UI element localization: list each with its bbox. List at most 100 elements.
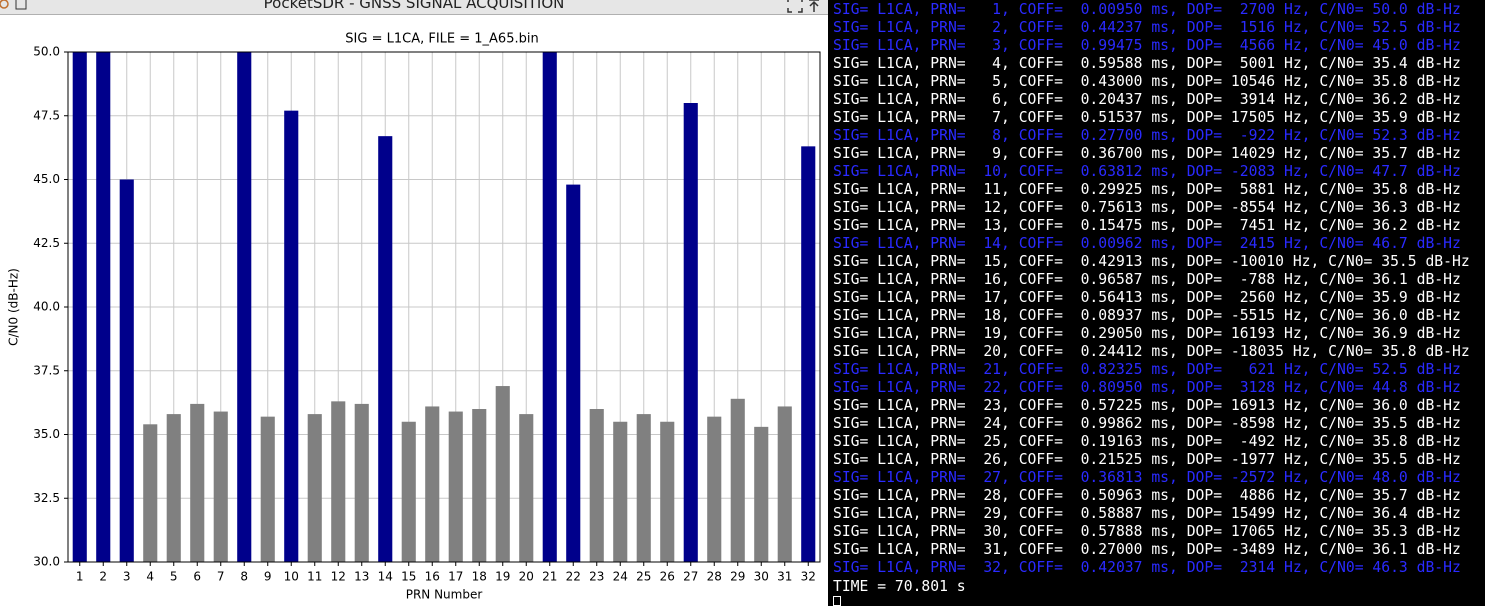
chart: SIG = L1CA, FILE = 1_A65.bin PRN Number …: [7, 32, 821, 602]
x-tick-label: 5: [170, 570, 178, 584]
terminal-line: SIG= L1CA, PRN= 3, COFF= 0.99475 ms, DOP…: [833, 37, 1461, 54]
bar: [730, 398, 745, 562]
x-tick-label: 30: [754, 570, 769, 584]
bar: [354, 403, 369, 562]
terminal-line: SIG= L1CA, PRN= 25, COFF= 0.19163 ms, DO…: [833, 433, 1461, 450]
x-tick-label: 15: [401, 570, 416, 584]
terminal-line: SIG= L1CA, PRN= 23, COFF= 0.57225 ms, DO…: [833, 397, 1461, 414]
terminal-line: SIG= L1CA, PRN= 22, COFF= 0.80950 ms, DO…: [833, 379, 1461, 396]
terminal-line: SIG= L1CA, PRN= 15, COFF= 0.42913 ms, DO…: [833, 253, 1470, 270]
terminal-line: SIG= L1CA, PRN= 9, COFF= 0.36700 ms, DOP…: [833, 145, 1461, 162]
y-tick-label: 50.0: [33, 45, 60, 59]
terminal-line: SIG= L1CA, PRN= 13, COFF= 0.15475 ms, DO…: [833, 217, 1461, 234]
y-axis-label: C/N0 (dB-Hz): [7, 268, 21, 346]
y-tick-label: 32.5: [33, 491, 60, 505]
terminal-line: SIG= L1CA, PRN= 19, COFF= 0.29050 ms, DO…: [833, 325, 1461, 342]
cursor: [833, 596, 841, 606]
bar: [777, 406, 792, 562]
terminal-line: SIG= L1CA, PRN= 7, COFF= 0.51537 ms, DOP…: [833, 109, 1461, 126]
y-tick-label: 37.5: [33, 363, 60, 377]
x-tick-label: 31: [777, 570, 792, 584]
terminal-line: SIG= L1CA, PRN= 20, COFF= 0.24412 ms, DO…: [833, 343, 1470, 360]
bar: [237, 52, 252, 562]
y-tick-label: 40.0: [33, 300, 60, 314]
bar: [589, 409, 604, 562]
terminal-line: SIG= L1CA, PRN= 14, COFF= 0.00962 ms, DO…: [833, 235, 1461, 252]
terminal-line: SIG= L1CA, PRN= 4, COFF= 0.59588 ms, DOP…: [833, 55, 1461, 72]
terminal-line: SIG= L1CA, PRN= 10, COFF= 0.63812 ms, DO…: [833, 163, 1461, 180]
window-controls[interactable]: [784, 0, 824, 14]
x-tick-label: 12: [331, 570, 346, 584]
terminal-footer: TIME = 70.801 s: [833, 578, 966, 595]
terminal-line: SIG= L1CA, PRN= 29, COFF= 0.58887 ms, DO…: [833, 505, 1461, 522]
terminal-line: SIG= L1CA, PRN= 27, COFF= 0.36813 ms, DO…: [833, 469, 1461, 486]
terminal-line: SIG= L1CA, PRN= 26, COFF= 0.21525 ms, DO…: [833, 451, 1461, 468]
terminal-line: SIG= L1CA, PRN= 8, COFF= 0.27700 ms, DOP…: [833, 127, 1461, 144]
terminal-line: SIG= L1CA, PRN= 31, COFF= 0.27000 ms, DO…: [833, 541, 1461, 558]
x-tick-label: 9: [264, 570, 272, 584]
bar: [190, 403, 205, 562]
terminal-line: SIG= L1CA, PRN= 5, COFF= 0.43000 ms, DOP…: [833, 73, 1461, 90]
bar: [213, 411, 228, 562]
x-tick-label: 32: [801, 570, 816, 584]
y-tick-label: 35.0: [33, 427, 60, 441]
x-tick-label: 13: [354, 570, 369, 584]
terminal: SIG= L1CA, PRN= 1, COFF= 0.00950 ms, DOP…: [830, 0, 1485, 606]
bar: [495, 386, 510, 562]
x-tick-label: 28: [707, 570, 722, 584]
y-tick-label: 30.0: [33, 555, 60, 569]
x-tick-label: 4: [146, 570, 154, 584]
bar: [519, 414, 534, 562]
title-bar: PocketSDR - GNSS SIGNAL ACQUISITION: [0, 0, 828, 15]
terminal-line: SIG= L1CA, PRN= 18, COFF= 0.08937 ms, DO…: [833, 307, 1461, 324]
x-tick-label: 19: [495, 570, 510, 584]
x-tick-label: 21: [542, 570, 557, 584]
bar: [542, 52, 557, 562]
x-tick-label: 25: [636, 570, 651, 584]
x-tick-label: 1: [76, 570, 84, 584]
y-tick-label: 42.5: [33, 236, 60, 250]
bar: [707, 416, 722, 562]
bar: [284, 110, 299, 562]
terminal-line: SIG= L1CA, PRN= 16, COFF= 0.96587 ms, DO…: [833, 271, 1461, 288]
x-tick-label: 24: [613, 570, 628, 584]
terminal-line: SIG= L1CA, PRN= 2, COFF= 0.44237 ms, DOP…: [833, 19, 1461, 36]
x-tick-label: 3: [123, 570, 131, 584]
bar: [401, 421, 416, 562]
terminal-line: SIG= L1CA, PRN= 11, COFF= 0.29925 ms, DO…: [833, 181, 1461, 198]
bar: [566, 184, 581, 562]
x-tick-label: 22: [566, 570, 581, 584]
bar: [307, 414, 322, 562]
chart-title: SIG = L1CA, FILE = 1_A65.bin: [345, 32, 538, 47]
terminal-line: SIG= L1CA, PRN= 17, COFF= 0.56413 ms, DO…: [833, 289, 1461, 306]
window-title: PocketSDR - GNSS SIGNAL ACQUISITION: [263, 0, 565, 12]
bar: [260, 416, 275, 562]
x-tick-label: 14: [378, 570, 393, 584]
terminal-line: SIG= L1CA, PRN= 12, COFF= 0.75613 ms, DO…: [833, 199, 1461, 216]
x-tick-label: 10: [284, 570, 299, 584]
terminal-line: SIG= L1CA, PRN= 32, COFF= 0.42037 ms, DO…: [833, 559, 1461, 576]
x-tick-label: 11: [307, 570, 322, 584]
bar: [166, 414, 181, 562]
window-icons: [0, 0, 27, 10]
x-tick-label: 7: [217, 570, 225, 584]
x-tick-label: 29: [730, 570, 745, 584]
x-tick-label: 8: [240, 570, 248, 584]
x-tick-label: 26: [660, 570, 675, 584]
bar: [801, 146, 816, 562]
bar: [448, 411, 463, 562]
x-tick-label: 2: [99, 570, 107, 584]
bar: [425, 406, 440, 562]
bar: [754, 426, 769, 562]
x-tick-label: 23: [589, 570, 604, 584]
x-axis-label: PRN Number: [406, 588, 483, 602]
bar: [613, 421, 628, 562]
x-tick-label: 27: [683, 570, 698, 584]
terminal-line: SIG= L1CA, PRN= 6, COFF= 0.20437 ms, DOP…: [833, 91, 1461, 108]
acquisition-window: PocketSDR - GNSS SIGNAL ACQUISITION SIG …: [0, 0, 828, 606]
y-tick-label: 47.5: [33, 108, 60, 122]
bar: [378, 136, 393, 562]
bar: [683, 103, 698, 562]
x-tick-label: 16: [425, 570, 440, 584]
